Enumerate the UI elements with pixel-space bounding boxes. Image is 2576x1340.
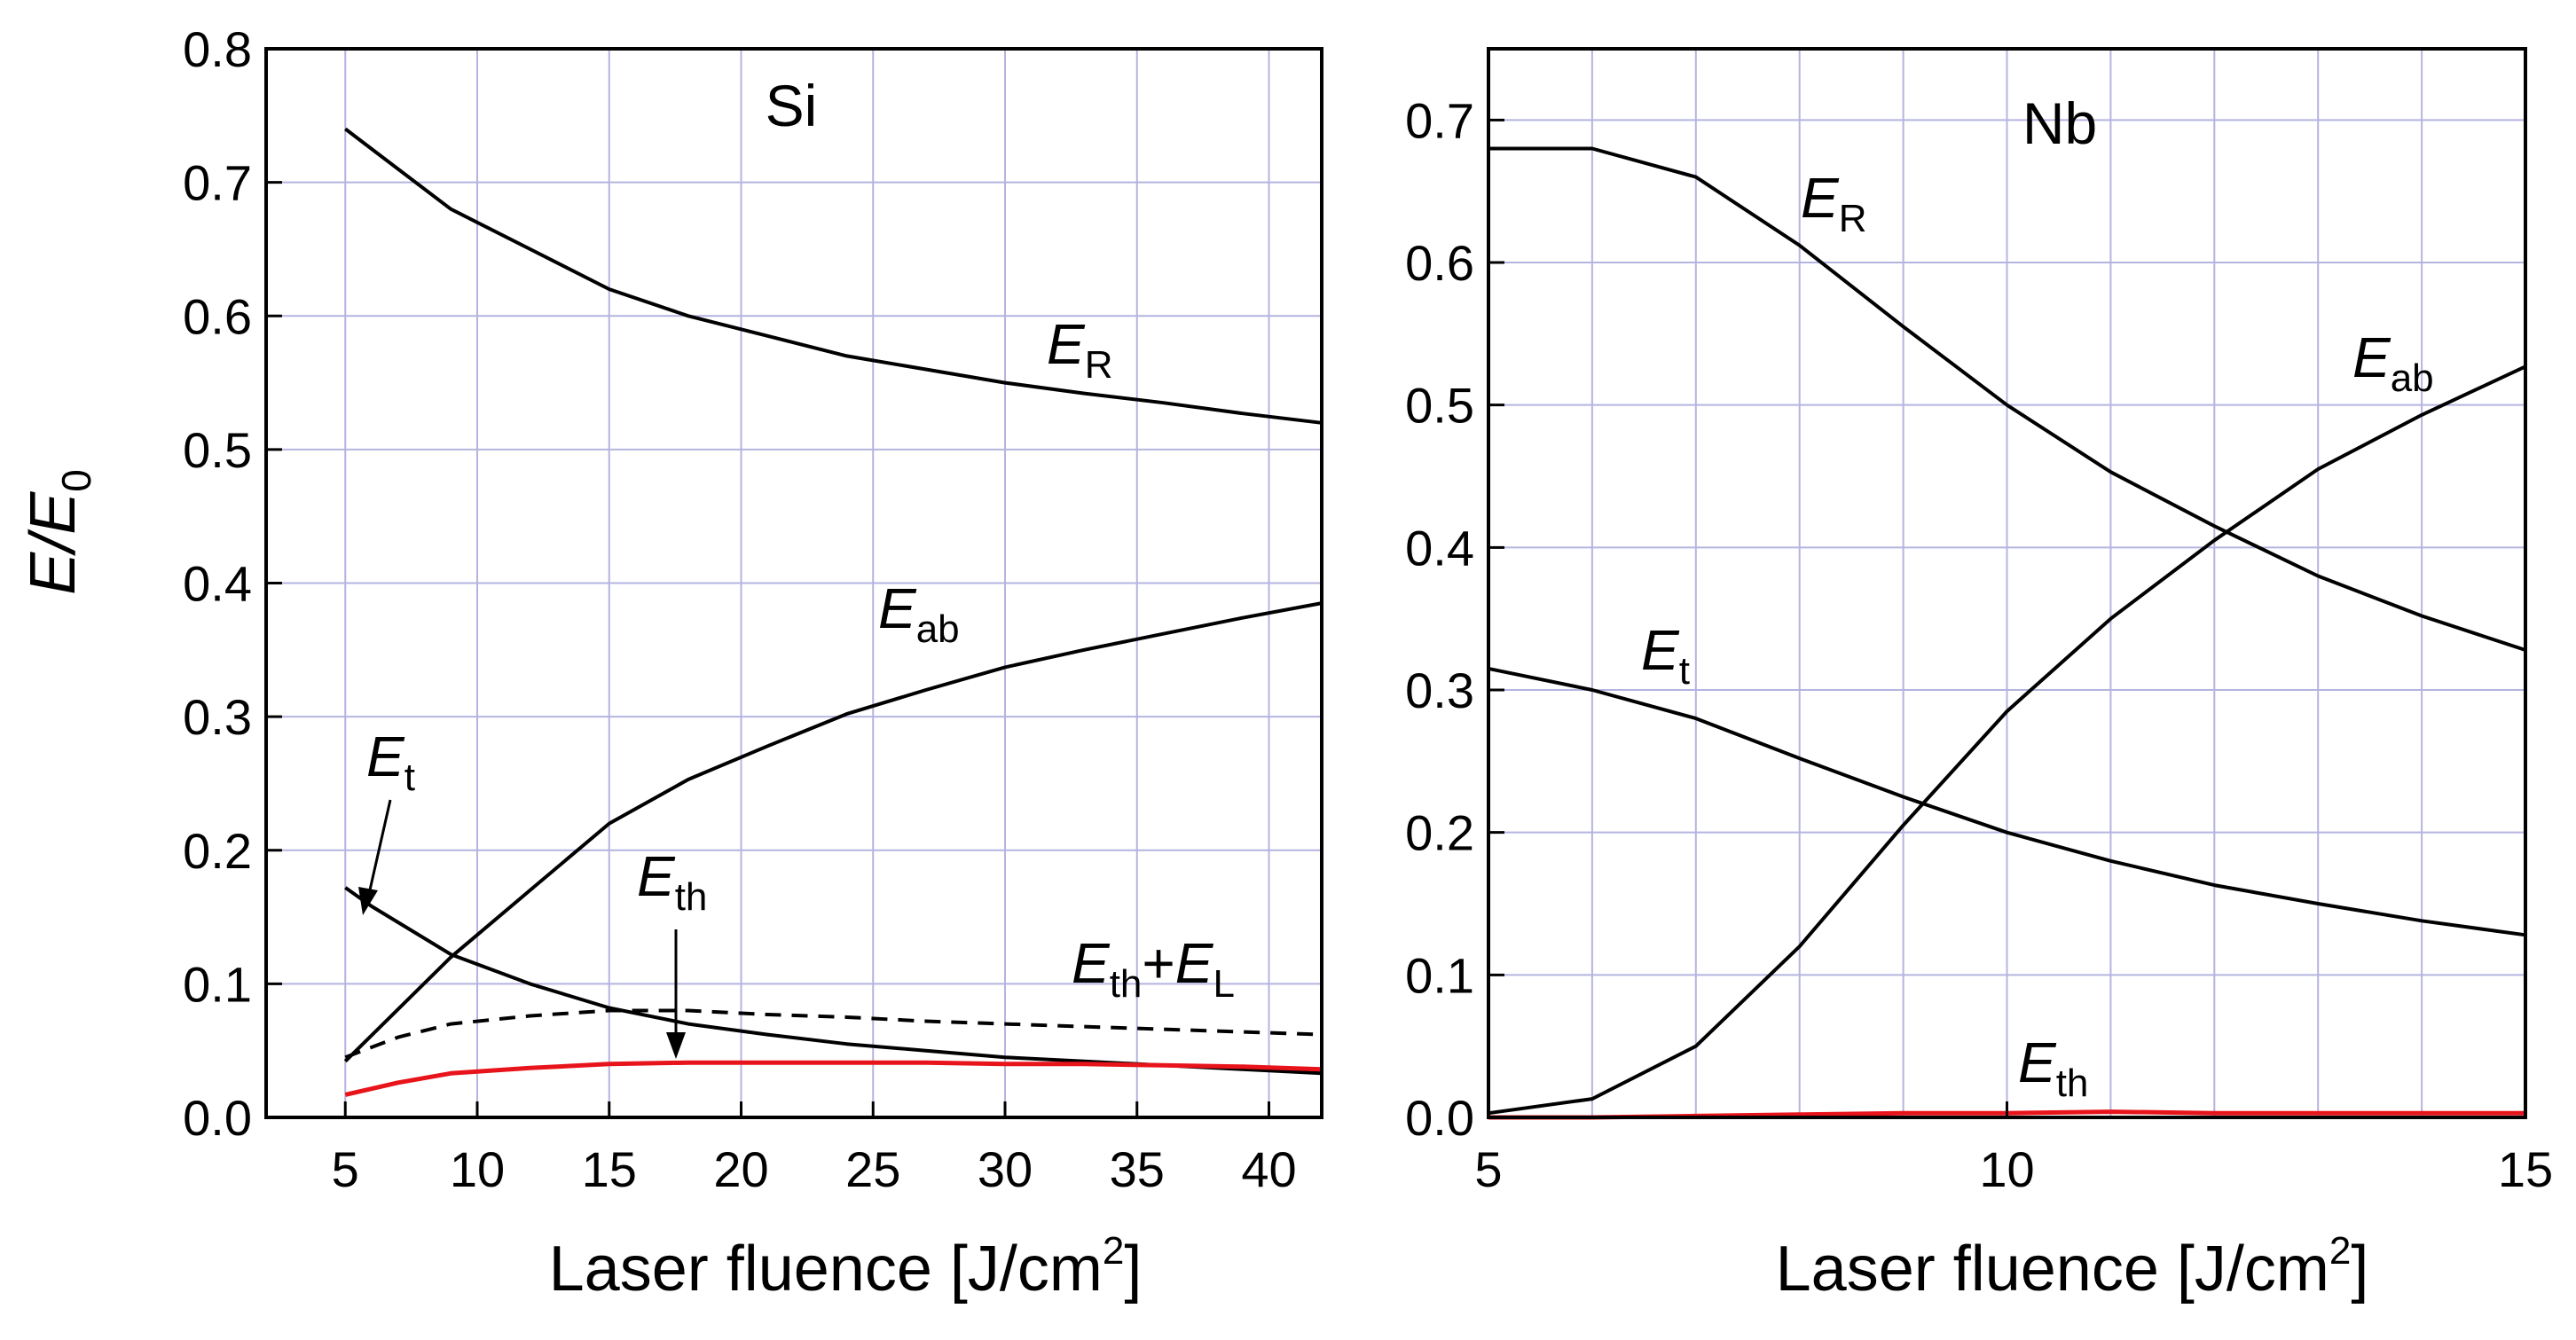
si-x-tick-label: 40	[1241, 1141, 1296, 1197]
nb-series-et	[1488, 666, 2526, 937]
nb-x-tick-label: 15	[2498, 1141, 2553, 1197]
nb-y-tick-label: 0.6	[1405, 235, 1474, 291]
nb-series-er	[1488, 146, 2526, 652]
si-y-tick-label: 0.4	[183, 556, 252, 612]
si-chart-title: Si	[766, 73, 818, 138]
si-arrow-eth	[666, 929, 686, 1059]
si-label-er: ER	[1047, 312, 1112, 387]
si-x-tick-label: 35	[1110, 1141, 1165, 1197]
nb-axis-ticks: 5 10 15 0.0 0.1 0.2 0.3 0.4 0.5 0.6 0.7	[1405, 92, 2553, 1197]
nb-label-eab: Eab	[2352, 325, 2434, 400]
si-y-tick-label: 0.3	[183, 689, 252, 745]
si-arrow-et	[358, 799, 392, 915]
si-series-er	[344, 127, 1323, 425]
nb-y-tick-label: 0.7	[1405, 92, 1474, 148]
nb-label-er: ER	[1801, 166, 1866, 240]
svg-text:E/E0: E/E0	[18, 469, 99, 595]
si-x-axis-label: Laser fluence [J/cm2]	[549, 1229, 1143, 1305]
nb-y-tick-label: 0.2	[1405, 805, 1474, 861]
si-x-tick-label: 25	[845, 1141, 900, 1197]
si-label-eab: Eab	[878, 576, 960, 651]
si-series-lines	[343, 127, 1323, 1097]
nb-y-tick-label: 0.1	[1405, 947, 1474, 1003]
nb-grid	[1488, 49, 2526, 1118]
nb-series-eab	[1488, 364, 2526, 1116]
nb-y-tick-label: 0.4	[1405, 520, 1474, 576]
si-series-eth-plus-el	[344, 1008, 1323, 1060]
si-y-tick-label: 0.5	[183, 422, 252, 478]
si-y-tick-label: 0.2	[183, 823, 252, 879]
si-y-tick-label: 0.1	[183, 956, 252, 1012]
nb-label-et: Et	[1641, 618, 1690, 693]
nb-y-tick-label: 0.5	[1405, 378, 1474, 434]
nb-label-eth: Eth	[2018, 1030, 2088, 1105]
nb-y-tick-label: 0.0	[1405, 1090, 1474, 1146]
si-y-tick-label: 0.6	[183, 288, 252, 344]
nb-chart-title: Nb	[2022, 90, 2097, 156]
si-chart-panel: 5 10 15 20 25 30 35 40 0.0 0.1 0.2 0.3 0.4 0.5 0.6 0.7 0…	[18, 21, 1323, 1305]
si-x-tick-label: 20	[713, 1141, 768, 1197]
si-x-tick-label: 15	[582, 1141, 637, 1197]
si-axis-ticks: 5 10 15 20 25 30 35 40 0.0 0.1 0.2 0.3 0.4 0.5 0.6 0.7 0…	[183, 21, 1297, 1197]
nb-chart-panel: 5 10 15 0.0 0.1 0.2 0.3 0.4 0.5 0.6 0.7 Nb Laser f…	[1405, 47, 2553, 1305]
si-series-eab	[343, 601, 1323, 1063]
si-label-et: Et	[366, 725, 415, 799]
si-y-tick-label: 0.8	[183, 21, 252, 77]
y-axis-label: E/E0	[18, 469, 99, 595]
si-x-tick-label: 5	[332, 1141, 359, 1197]
si-y-tick-label: 0.0	[183, 1090, 252, 1146]
nb-y-tick-label: 0.3	[1405, 662, 1474, 718]
si-y-tick-label: 0.7	[183, 155, 252, 211]
nb-x-axis-label: Laser fluence [J/cm2]	[1776, 1229, 2369, 1305]
si-x-tick-label: 10	[450, 1141, 505, 1197]
si-series-eth	[344, 1060, 1323, 1097]
nb-x-tick-label: 5	[1474, 1141, 1502, 1197]
si-label-eth: Eth	[637, 844, 707, 919]
si-label-eth-el: Eth+EL	[1072, 931, 1235, 1006]
nb-x-tick-label: 10	[1979, 1141, 2034, 1197]
si-x-tick-label: 30	[978, 1141, 1033, 1197]
